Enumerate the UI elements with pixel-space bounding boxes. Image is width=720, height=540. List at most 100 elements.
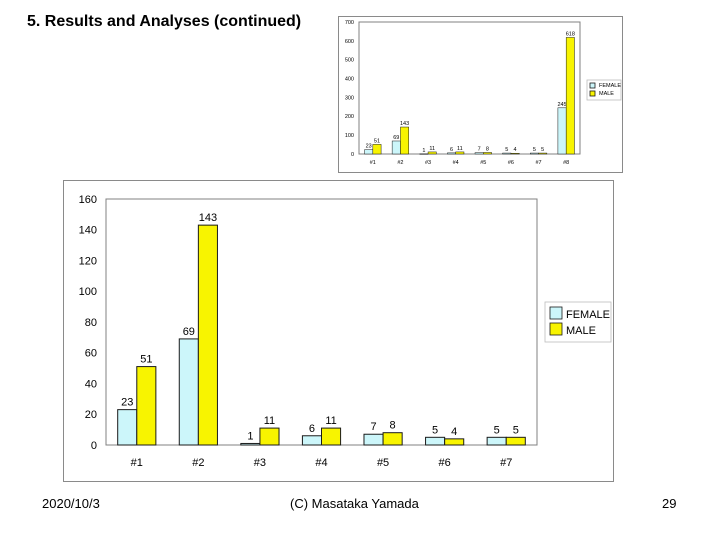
- female-bar: [474, 152, 484, 155]
- data-label: 1: [247, 430, 253, 442]
- male-bar: [321, 427, 342, 446]
- y-tick-label: 0: [351, 152, 354, 158]
- x-category-label: #7: [536, 160, 542, 166]
- x-category-label: #1: [370, 160, 376, 166]
- male-bar: [382, 432, 403, 446]
- female-bar: [425, 436, 446, 446]
- male-bar: [427, 151, 437, 155]
- y-tick-label: 300: [345, 95, 354, 101]
- x-category-label: #3: [425, 160, 431, 166]
- data-label: 23: [121, 397, 133, 409]
- data-label: 6: [309, 423, 315, 435]
- male-bar: [505, 436, 526, 446]
- male-bar: [259, 427, 280, 446]
- female-legend-swatch: [589, 82, 596, 89]
- y-tick-label: 400: [345, 76, 354, 82]
- legend-label: FEMALE: [566, 309, 610, 321]
- y-tick-label: 20: [85, 409, 97, 421]
- female-bar: [419, 153, 429, 155]
- data-label: 4: [514, 147, 517, 153]
- male-bar: [372, 144, 382, 155]
- data-label: 7: [370, 421, 376, 433]
- footer-date: 2020/10/3: [42, 496, 100, 511]
- male-bar: [538, 152, 548, 155]
- data-label: 11: [264, 415, 275, 427]
- data-label: 8: [390, 420, 396, 432]
- data-label: 5: [541, 147, 544, 153]
- y-tick-label: 140: [79, 225, 97, 237]
- male-bar: [444, 438, 465, 446]
- y-tick-label: 500: [345, 58, 354, 64]
- data-label: 5: [505, 147, 508, 153]
- y-tick-label: 600: [345, 39, 354, 45]
- data-label: 51: [140, 354, 152, 366]
- x-category-label: #6: [439, 457, 451, 469]
- data-label: 245: [557, 102, 566, 108]
- plot-area: [105, 198, 538, 446]
- legend-label: FEMALE: [599, 83, 621, 89]
- y-tick-label: 160: [79, 194, 97, 206]
- male-bar: [510, 152, 520, 155]
- data-label: 1: [422, 148, 425, 154]
- y-tick-label: 80: [85, 317, 97, 329]
- female-bar: [301, 435, 322, 446]
- female-bar: [363, 433, 384, 446]
- female-bar: [447, 152, 456, 155]
- legend-label: MALE: [566, 325, 596, 337]
- female-bar: [502, 152, 512, 155]
- data-label: 23: [366, 144, 372, 150]
- y-tick-label: 700: [345, 20, 354, 26]
- male-bar: [400, 126, 409, 155]
- data-label: 4: [451, 426, 457, 438]
- data-label: 5: [432, 424, 438, 436]
- legend-label: MALE: [599, 91, 614, 97]
- x-category-label: #1: [131, 457, 143, 469]
- x-category-label: #5: [377, 457, 389, 469]
- plot-area: [358, 21, 581, 155]
- legend-box: [586, 79, 622, 101]
- y-tick-label: 100: [345, 133, 354, 139]
- y-tick-label: 120: [79, 255, 97, 267]
- data-label: 51: [374, 138, 380, 144]
- female-bar: [486, 436, 507, 446]
- x-category-label: #3: [254, 457, 266, 469]
- data-label: 6: [450, 147, 453, 153]
- male-bar: [197, 224, 218, 446]
- y-tick-label: 60: [85, 348, 97, 360]
- data-label: 11: [429, 146, 435, 152]
- data-label: 69: [393, 135, 399, 141]
- data-label: 11: [457, 146, 463, 152]
- data-label: 7: [478, 147, 481, 153]
- y-tick-label: 200: [345, 114, 354, 120]
- page-number: 29: [662, 496, 677, 511]
- x-category-label: #6: [508, 160, 514, 166]
- data-label: 143: [400, 121, 409, 127]
- female-bar: [530, 152, 539, 155]
- data-label: 8: [486, 146, 489, 152]
- female-bar: [240, 442, 261, 446]
- male-bar: [565, 37, 575, 155]
- data-label: 5: [533, 147, 536, 153]
- data-label: 5: [513, 424, 519, 436]
- female-bar: [117, 409, 138, 446]
- detail-chart: 0 20 40 60 80 100 120 140 160 23 51 #1 69 143 #2 1 11 #3 6…: [63, 180, 614, 482]
- x-category-label: #4: [453, 160, 459, 166]
- male-bar: [455, 151, 465, 155]
- footer-author: (C) Masataka Yamada: [290, 496, 419, 511]
- data-label: 69: [183, 326, 195, 338]
- y-tick-label: 40: [85, 378, 97, 390]
- x-category-label: #8: [563, 160, 569, 166]
- female-bar: [391, 140, 401, 155]
- data-label: 143: [199, 212, 217, 224]
- x-category-label: #5: [480, 160, 486, 166]
- female-bar: [178, 338, 199, 446]
- male-legend-swatch: [549, 322, 563, 336]
- x-category-label: #2: [192, 457, 204, 469]
- male-bar: [136, 366, 157, 446]
- y-tick-label: 100: [79, 286, 97, 298]
- male-bar: [483, 152, 492, 155]
- data-label: 5: [494, 424, 500, 436]
- female-legend-swatch: [549, 306, 563, 320]
- male-legend-swatch: [589, 90, 596, 97]
